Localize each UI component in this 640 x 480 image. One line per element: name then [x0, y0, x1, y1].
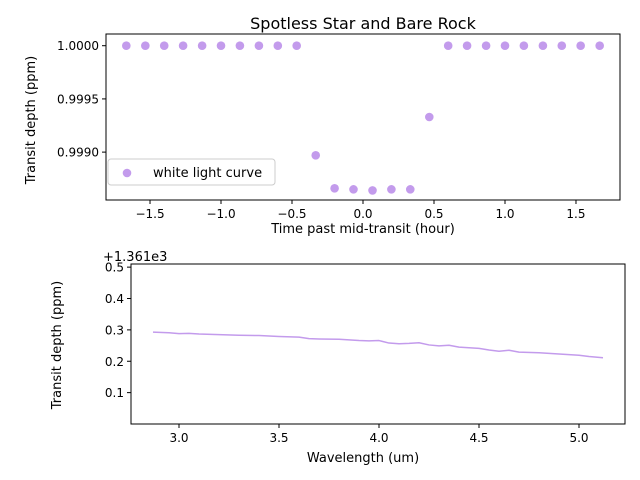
- data-point: [254, 41, 264, 51]
- legend: white light curve: [107, 158, 276, 186]
- data-point: [141, 41, 150, 51]
- data-point: [159, 41, 169, 51]
- y-tick-label: 0.9990: [57, 146, 99, 160]
- x-axis-label: Wavelength (um): [307, 451, 419, 466]
- x-tick-label: 1.0: [495, 207, 514, 221]
- y-tick-label: 0.4: [105, 292, 124, 306]
- data-point: [538, 41, 548, 51]
- data-point: [576, 41, 585, 51]
- data-point: [462, 41, 472, 51]
- x-tick-label: −1.0: [206, 207, 235, 221]
- x-tick-label: −1.5: [135, 207, 164, 221]
- data-point: [330, 183, 339, 193]
- legend-label: white light curve: [153, 166, 262, 181]
- data-point: [595, 41, 604, 51]
- y-tick-label: 0.1: [105, 386, 124, 400]
- data-point: [178, 41, 188, 51]
- x-axis-label: Time past mid-transit (hour): [270, 222, 455, 237]
- light-curve-chart: Spotless Star and Bare Rock −1.5 −1.0 −0.5…: [24, 14, 621, 237]
- data-point: [368, 186, 377, 195]
- data-point: [197, 41, 207, 51]
- data-point: [425, 112, 434, 122]
- y-tick-label: 0.3: [105, 323, 124, 337]
- chart-title: Spotless Star and Bare Rock: [250, 14, 476, 33]
- spectrum-x-ticks: 3.0 3.5 4.0 4.5 5.0: [169, 424, 589, 445]
- spectrum-chart: +1.361e3 3.0 3.5 4.0 4.5 5.0 0.1 0.2 0.3 0.4 0.5…: [50, 250, 626, 466]
- y-tick-label: 0.9995: [57, 92, 99, 106]
- data-point: [481, 41, 491, 51]
- spectrum-plot-frame: [130, 263, 626, 425]
- x-tick-label: 5.0: [569, 431, 588, 445]
- data-point: [122, 41, 131, 51]
- data-point: [273, 41, 283, 51]
- x-tick-label: 4.5: [469, 431, 488, 445]
- spectrum-marks: [152, 331, 604, 359]
- light-curve-marks: [122, 41, 604, 195]
- x-tick-label: 0.5: [424, 207, 443, 221]
- data-point: [519, 41, 529, 51]
- light-curve-plot-frame: [105, 33, 621, 201]
- y-axis-label: Transit depth (ppm): [24, 56, 39, 185]
- x-tick-label: 4.0: [369, 431, 388, 445]
- data-point: [405, 185, 415, 194]
- data-point: [292, 41, 301, 51]
- legend-marker: [122, 168, 132, 178]
- data-point: [349, 185, 358, 194]
- spectrum-line: [152, 331, 604, 359]
- legend-frame: [107, 158, 276, 186]
- y-axis-label: Transit depth (ppm): [50, 281, 65, 410]
- light-curve-y-ticks: 0.9990 0.9995 1.0000: [57, 39, 106, 160]
- data-point: [311, 151, 321, 160]
- data-point: [500, 41, 510, 51]
- x-tick-label: 3.5: [269, 431, 288, 445]
- x-tick-label: 1.5: [566, 207, 585, 221]
- x-tick-label: −0.5: [277, 207, 306, 221]
- data-point: [557, 41, 567, 51]
- light-curve-x-ticks: −1.5 −1.0 −0.5 0.0 0.5 1.0 1.5: [135, 200, 586, 221]
- y-offset-text: +1.361e3: [103, 250, 167, 265]
- y-tick-label: 1.0000: [57, 39, 99, 53]
- spectrum-y-ticks: 0.1 0.2 0.3 0.4 0.5: [105, 261, 131, 400]
- x-tick-label: 0.0: [353, 207, 372, 221]
- data-point: [387, 185, 396, 194]
- y-tick-label: 0.2: [105, 355, 124, 369]
- data-point: [443, 41, 453, 51]
- data-point: [235, 41, 245, 51]
- x-tick-label: 3.0: [169, 431, 188, 445]
- data-point: [216, 41, 226, 51]
- y-tick-label: 0.5: [105, 261, 124, 275]
